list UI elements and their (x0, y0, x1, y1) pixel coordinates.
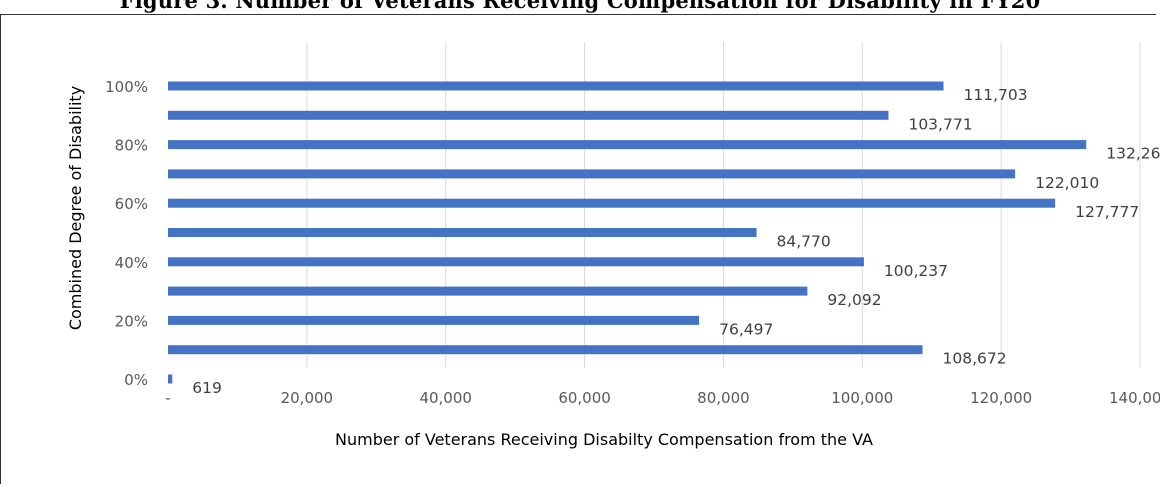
data-label: 92,092 (827, 291, 881, 309)
x-tick-label: 100,000 (831, 389, 893, 407)
data-label: 76,497 (719, 320, 773, 338)
data-label: 100,237 (884, 262, 948, 280)
y-tick-label: 80% (115, 137, 148, 155)
data-label: 111,703 (964, 86, 1028, 104)
bar (168, 286, 808, 296)
bar (168, 345, 923, 355)
bar (168, 315, 700, 325)
x-tick-label: 40,000 (419, 389, 472, 407)
x-tick-label: 140,000 (1109, 389, 1160, 407)
data-label: 132,260 (1106, 145, 1160, 163)
y-tick-label: 60% (115, 195, 148, 213)
bar (168, 140, 1087, 150)
x-tick-label: - (165, 389, 170, 407)
bar (168, 257, 864, 267)
x-tick-label: 80,000 (697, 389, 750, 407)
y-tick-label: 0% (124, 371, 148, 389)
data-label: 122,010 (1035, 174, 1099, 192)
data-label: 127,777 (1075, 203, 1139, 221)
bar (168, 81, 944, 91)
y-tick-label: 100% (105, 78, 148, 96)
x-axis-title: Number of Veterans Receiving Disabilty C… (335, 430, 873, 449)
figure-frame (0, 14, 1156, 484)
y-axis-ticks: 0% 20% 40% 60% 80% 100% (105, 78, 148, 389)
bar (168, 169, 1016, 179)
bars (168, 81, 1087, 384)
y-tick-label: 40% (115, 254, 148, 272)
y-axis-title: Combined Degree of Disability (66, 86, 85, 330)
bar (168, 374, 173, 384)
data-label: 84,770 (777, 233, 831, 251)
bar (168, 228, 757, 237)
data-label: 103,771 (908, 115, 972, 133)
x-tick-label: 20,000 (281, 389, 334, 407)
data-label: 108,672 (942, 350, 1006, 368)
bar (168, 110, 889, 120)
bar (168, 198, 1056, 208)
data-label: 619 (192, 379, 222, 397)
x-tick-label: 60,000 (558, 389, 611, 407)
x-axis-ticks: - 20,000 40,000 60,000 80,000 100,000 120,000 1… (165, 389, 1160, 407)
x-tick-label: 120,000 (970, 389, 1032, 407)
gridlines (306, 42, 1141, 368)
figure-title: Figure 3. Number of Veterans Receiving C… (119, 0, 1041, 13)
y-tick-label: 20% (115, 312, 148, 330)
